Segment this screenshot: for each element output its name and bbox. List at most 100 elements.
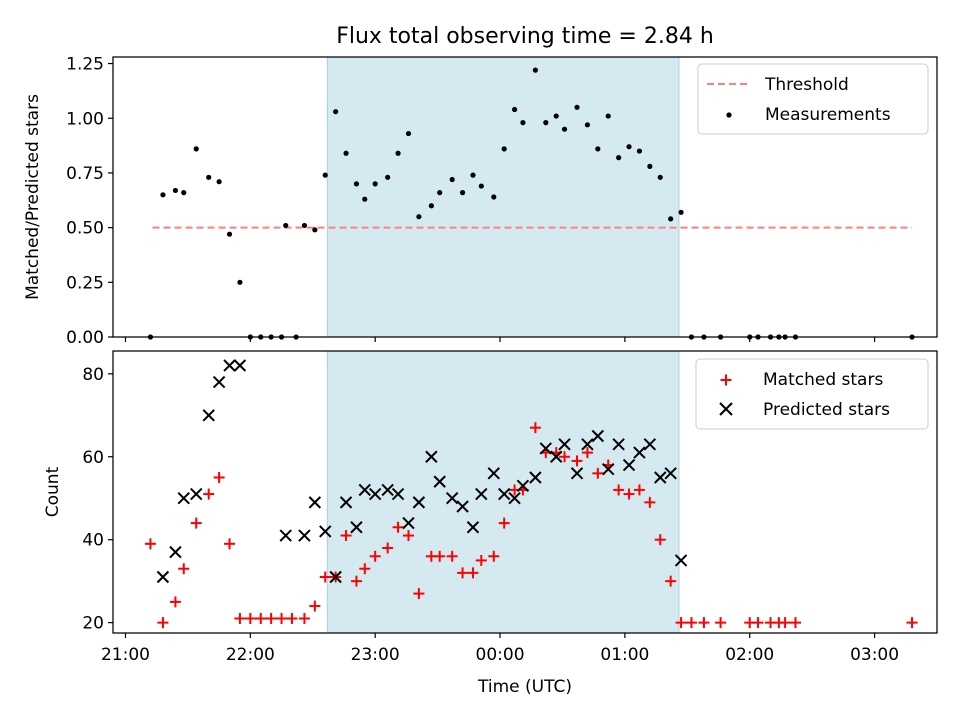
matched-star-point [224, 538, 236, 550]
predicted-star-point [529, 471, 542, 484]
matched-star-point [633, 484, 645, 496]
predicted-star-point [202, 409, 215, 422]
predicted-star-point [169, 545, 182, 559]
matched-star-point [906, 617, 918, 629]
predicted-star-point [223, 359, 236, 372]
measurement-point [501, 146, 507, 152]
predicted-star-point [654, 471, 667, 484]
top-observing-window-shade [326, 56, 680, 338]
measurement-point [237, 279, 243, 285]
matched-star-point [665, 575, 677, 587]
measurement-point [362, 196, 368, 202]
matched-star-point [213, 471, 225, 483]
predicted-star-point [466, 521, 480, 534]
measurement-point [193, 146, 199, 152]
measurement-point [595, 146, 601, 152]
x-tick-label: 00:00 [476, 645, 525, 665]
matched-star-point [319, 571, 331, 583]
predicted-star-point [508, 492, 521, 505]
predicted-star-point [516, 479, 530, 492]
predicted-star-point [350, 521, 363, 534]
matched-star-point [157, 617, 169, 629]
y-tick-label: 1.00 [66, 109, 104, 129]
predicted-star-point [602, 462, 615, 476]
chart-title: Flux total observing time = 2.84 h [336, 24, 714, 49]
predicted-star-point [329, 570, 342, 584]
bottom-legend: Matched stars Predicted stars [695, 358, 929, 430]
measurements-series [147, 67, 915, 340]
matched-star-point [286, 612, 298, 624]
matched-star-point [559, 451, 571, 463]
matched-star-point [350, 575, 362, 587]
top-y-axis-label: Matched/Predicted stars [23, 94, 43, 300]
predicted-star-point [190, 487, 203, 501]
predicted-star-point [308, 496, 322, 509]
predicted-star-point [279, 529, 292, 542]
matched-star-point [382, 542, 394, 554]
matched-star-point [581, 447, 593, 459]
measurement-point [301, 222, 308, 229]
matched-star-point [675, 617, 687, 629]
matched-star-point [592, 467, 604, 479]
measurement-point [626, 144, 632, 150]
predicted-star-point [581, 438, 594, 451]
matched-star-point [475, 554, 487, 566]
matched-star-point [190, 517, 202, 529]
predicted-star-point [156, 570, 170, 584]
matched-star-point [169, 596, 181, 608]
measurement-point [372, 181, 378, 187]
measurement-point [520, 120, 526, 126]
matched-star-point [613, 484, 625, 496]
matched-star-point [698, 617, 710, 629]
y-tick-label: 0.00 [66, 328, 104, 348]
legend-measurements-label: Measurements [765, 105, 891, 125]
bottom-x-ticks: 21:00 22:00 23:00 00:00 01:00 02:00 03:00 [101, 633, 899, 665]
measurement-point [416, 214, 422, 220]
bottom-y-axis-label: Count [43, 466, 63, 517]
matched-star-point [255, 612, 267, 624]
legend-predicted-label: Predicted stars [763, 400, 890, 420]
top-y-ticks: 0.00 0.25 0.50 0.75 1.00 1.25 [66, 55, 113, 348]
matched-star-point [392, 521, 404, 533]
predicted-star-point [368, 487, 382, 501]
top-panel: 0.00 0.25 0.50 0.75 1.00 1.25 Matched/Predict… [23, 55, 938, 348]
top-axes-frame [112, 56, 938, 338]
predicted-star-point [339, 496, 353, 509]
predicted-star-point [445, 492, 459, 505]
predicted-star-point [591, 429, 605, 443]
predicted-star-point [664, 467, 677, 480]
top-x-ticks [124, 337, 876, 342]
matched-star-point [779, 617, 791, 629]
matched-star-point [178, 563, 190, 575]
matched-star-point [369, 550, 381, 562]
predicted-star-point [539, 442, 553, 455]
measurement-point [678, 209, 684, 215]
measurement-point [616, 155, 622, 161]
measurement-point [459, 190, 466, 196]
measurement-point [636, 148, 643, 154]
matched-star-point [359, 563, 371, 575]
predicted-star-point [233, 359, 247, 372]
matched-star-point [498, 517, 510, 529]
measurement-point [181, 190, 187, 196]
y-tick-label: 0.75 [66, 164, 104, 184]
measurement-point [449, 176, 455, 183]
y-tick-label: 0.50 [66, 219, 104, 239]
y-tick-label: 80 [82, 365, 104, 385]
legend-measurements-swatch [726, 112, 732, 118]
matched-star-point [413, 588, 425, 600]
matched-star-point [529, 422, 541, 434]
x-axis-label: Time (UTC) [477, 677, 572, 697]
predicted-star-point [212, 375, 226, 389]
top-legend: Threshold Measurements [697, 63, 929, 135]
matched-star-point [488, 550, 500, 562]
matched-star-point [265, 612, 277, 624]
predicted-star-point [622, 458, 636, 472]
measurement-point [395, 150, 401, 156]
bottom-axes-frame [112, 350, 938, 634]
matched-star-point [752, 617, 764, 629]
matched-star-point [309, 600, 321, 612]
predicted-star-point [487, 467, 500, 480]
matched-star-point [654, 534, 666, 546]
measurement-point [553, 113, 559, 119]
